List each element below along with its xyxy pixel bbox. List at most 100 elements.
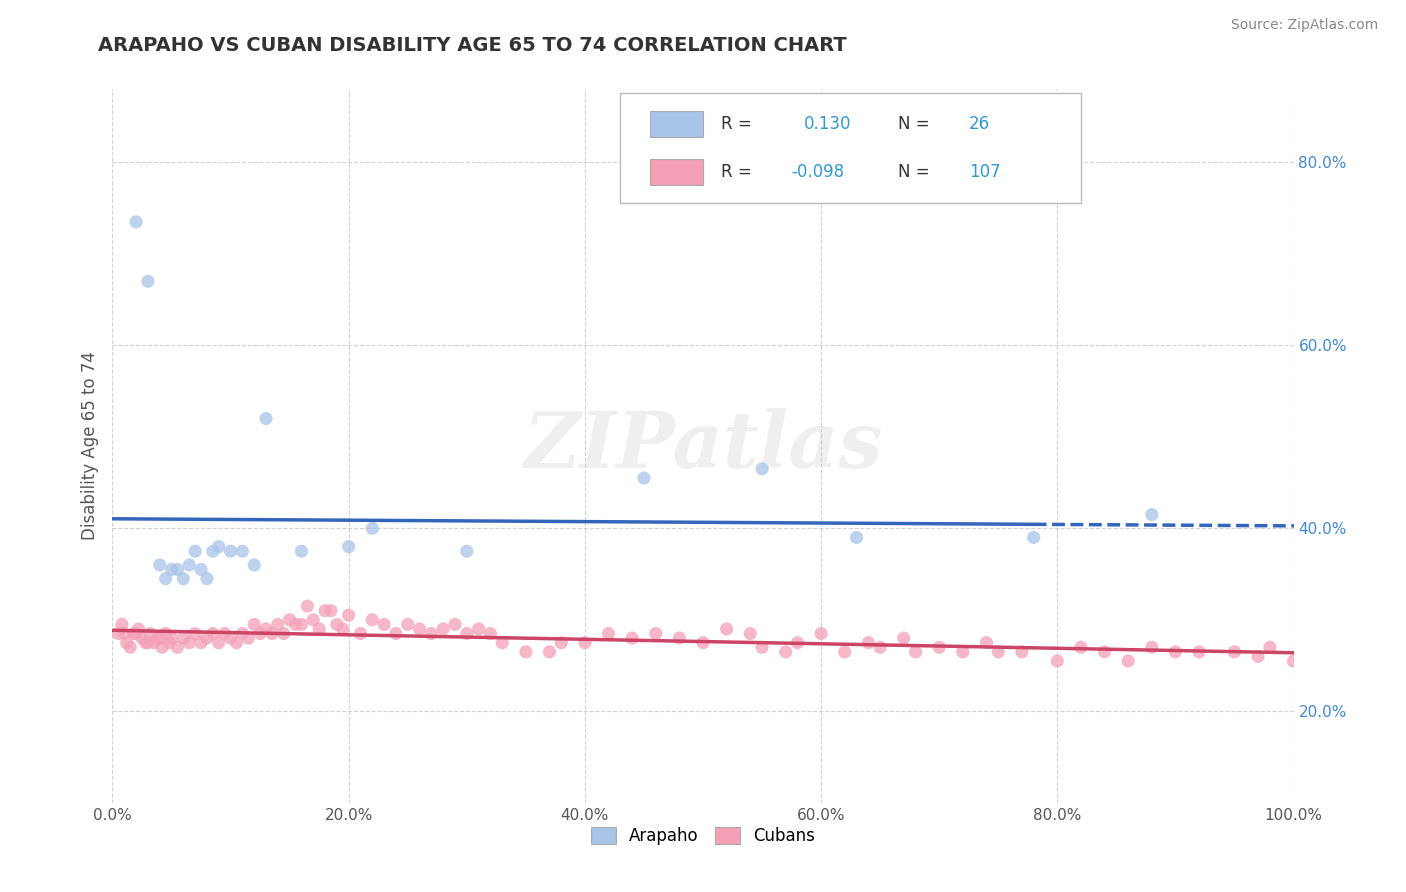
Point [111, 617, 134, 632]
Point [1353, 642, 1375, 657]
Point [1282, 654, 1305, 668]
Point [550, 636, 572, 650]
Point [1365, 648, 1388, 662]
Point [456, 626, 478, 640]
Point [284, 617, 307, 632]
Point [201, 626, 224, 640]
Point [1306, 649, 1329, 664]
Point [142, 636, 165, 650]
Text: ARAPAHO VS CUBAN DISABILITY AGE 65 TO 74 CORRELATION CHART: ARAPAHO VS CUBAN DISABILITY AGE 65 TO 74… [98, 36, 848, 54]
Point [858, 636, 880, 650]
Point [319, 604, 342, 618]
Point [845, 531, 868, 545]
Point [976, 636, 998, 650]
Point [127, 622, 149, 636]
Point [869, 640, 891, 655]
Point [136, 636, 159, 650]
Point [131, 631, 153, 645]
Point [1022, 531, 1045, 545]
Point [157, 636, 180, 650]
Point [432, 622, 454, 636]
Point [1094, 645, 1116, 659]
Point [1341, 645, 1364, 659]
Point [302, 613, 325, 627]
Point [444, 617, 467, 632]
Point [337, 540, 360, 554]
Point [574, 636, 596, 650]
Point [125, 215, 148, 229]
Point [166, 640, 188, 655]
Point [893, 631, 915, 645]
Point [456, 544, 478, 558]
Point [172, 631, 194, 645]
Point [396, 617, 419, 632]
Point [834, 645, 856, 659]
Point [332, 622, 354, 636]
Point [219, 631, 242, 645]
Point [112, 626, 135, 640]
Point [160, 631, 183, 645]
Text: N =: N = [898, 115, 929, 133]
Text: R =: R = [721, 115, 751, 133]
Point [1140, 640, 1163, 655]
Text: N =: N = [898, 163, 929, 181]
Point [231, 626, 253, 640]
Point [278, 613, 301, 627]
Point [120, 640, 142, 655]
Point [136, 274, 159, 288]
Point [349, 626, 371, 640]
Text: Source: ZipAtlas.com: Source: ZipAtlas.com [1230, 18, 1378, 32]
Point [1164, 645, 1187, 659]
Point [1140, 508, 1163, 522]
Text: ZIPatlas: ZIPatlas [523, 408, 883, 484]
Legend: Arapaho, Cubans: Arapaho, Cubans [583, 820, 823, 852]
Point [1258, 640, 1281, 655]
Point [692, 636, 714, 650]
Point [107, 626, 129, 640]
Point [538, 645, 561, 659]
Point [115, 636, 138, 650]
Point [775, 645, 797, 659]
Text: -0.098: -0.098 [792, 163, 845, 181]
Point [373, 617, 395, 632]
Point [190, 562, 212, 576]
Point [326, 617, 349, 632]
Point [1046, 654, 1069, 668]
Point [1188, 645, 1211, 659]
Point [385, 626, 408, 640]
Point [166, 562, 188, 576]
Point [190, 636, 212, 650]
Point [208, 636, 231, 650]
Point [139, 626, 162, 640]
Point [184, 544, 207, 558]
Point [786, 636, 808, 650]
Point [1116, 654, 1139, 668]
Point [810, 626, 832, 640]
Point [467, 622, 489, 636]
Point [201, 544, 224, 558]
Point [214, 626, 236, 640]
Point [308, 622, 330, 636]
Point [155, 572, 177, 586]
Point [361, 613, 384, 627]
Point [238, 631, 260, 645]
Point [122, 626, 145, 640]
Point [751, 640, 773, 655]
Point [408, 622, 430, 636]
Point [184, 626, 207, 640]
Point [149, 631, 172, 645]
Point [420, 626, 443, 640]
Point [254, 622, 277, 636]
Point [1011, 645, 1033, 659]
Point [179, 558, 201, 572]
Bar [650, 160, 703, 185]
Point [179, 636, 201, 650]
Point [598, 626, 620, 640]
Point [160, 562, 183, 576]
Point [260, 626, 283, 640]
Point [668, 631, 690, 645]
Point [740, 626, 762, 640]
Point [1317, 642, 1340, 657]
Point [314, 604, 336, 618]
Point [149, 558, 172, 572]
